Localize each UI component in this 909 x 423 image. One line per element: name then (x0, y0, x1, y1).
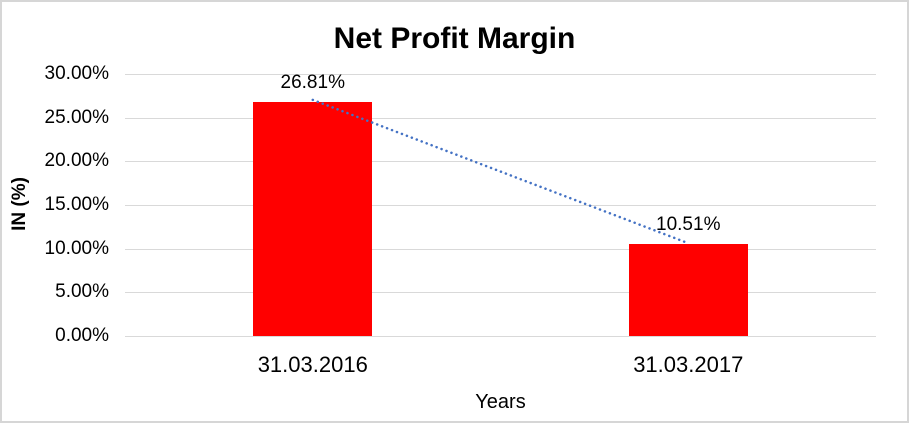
gridline (125, 117, 876, 119)
y-tick-label: 20.00% (44, 150, 109, 172)
y-tick-label: 10.00% (44, 237, 109, 259)
data-label: 10.51% (656, 214, 721, 236)
gridline (125, 161, 876, 163)
chart-title: Net Profit Margin (333, 22, 576, 55)
x-tick-label: 31.03.2016 (257, 352, 368, 377)
gridline (125, 248, 876, 250)
gridline (125, 292, 876, 294)
x-tick-label: 31.03.2017 (633, 352, 744, 377)
gridline (125, 336, 876, 337)
data-label: 26.81% (280, 71, 345, 93)
x-axis-title: Years (475, 391, 526, 413)
gridline (125, 205, 876, 206)
y-tick-label: 0.00% (55, 325, 109, 346)
y-tick-label: 30.00% (44, 63, 109, 84)
y-tick-label: 5.00% (55, 281, 109, 303)
plot-area (125, 74, 876, 337)
bar-31.03.2017 (628, 244, 748, 336)
y-tick-label: 25.00% (44, 106, 109, 128)
y-tick-label: 15.00% (44, 194, 109, 215)
gridline (125, 74, 876, 75)
bar-31.03.2016 (253, 101, 373, 336)
